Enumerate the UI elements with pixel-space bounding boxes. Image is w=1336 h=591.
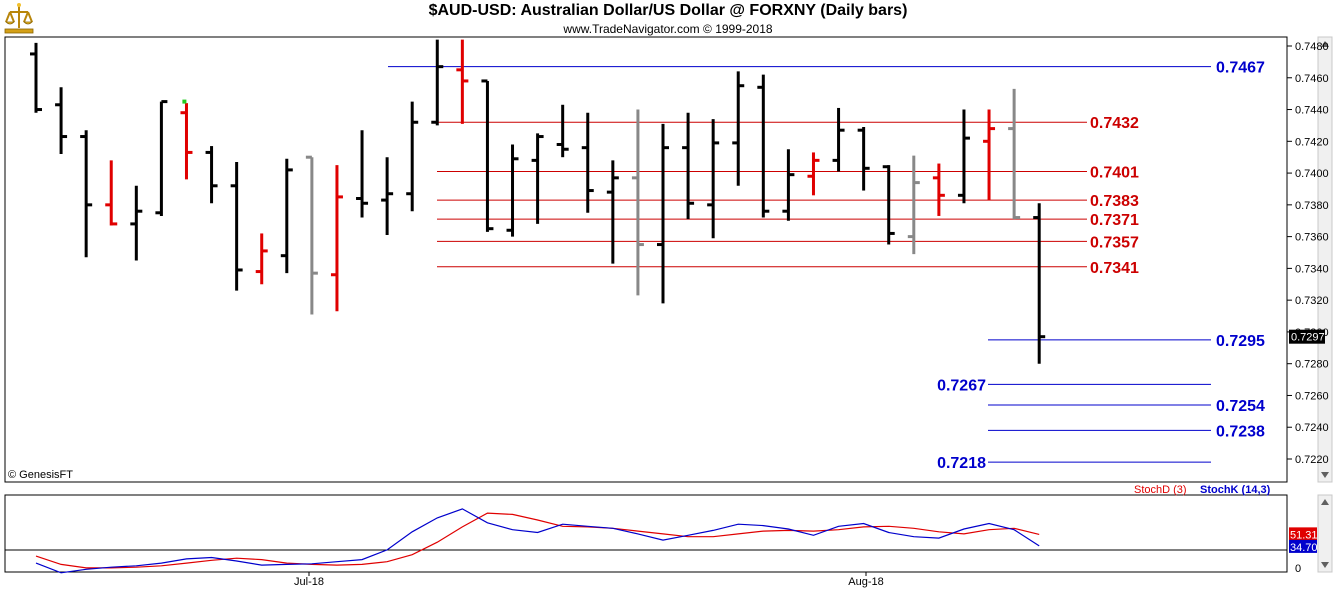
ohlc-bar bbox=[907, 155, 920, 255]
trade-navigator-logo-icon bbox=[4, 2, 34, 34]
chart-subtitle: www.TradeNavigator.com © 1999-2018 bbox=[563, 22, 773, 36]
y-tick-label: 0.7260 bbox=[1295, 390, 1329, 402]
ohlc-bar bbox=[230, 161, 243, 291]
ohlc-bar bbox=[932, 163, 945, 216]
ohlc-bar bbox=[155, 100, 168, 216]
ohlc-bar bbox=[757, 74, 770, 218]
price-scrollbar[interactable] bbox=[1317, 36, 1333, 483]
ohlc-bar bbox=[606, 160, 619, 264]
ohlc-bar bbox=[556, 104, 569, 158]
y-tick-label: 0.7220 bbox=[1295, 454, 1329, 466]
ohlc-bar bbox=[506, 144, 519, 237]
y-tick-label: 0.7280 bbox=[1295, 359, 1329, 371]
level-label-0.7295: 0.7295 bbox=[1216, 333, 1265, 350]
ohlc-bar bbox=[406, 101, 419, 212]
stoch-scroll-up-icon[interactable] bbox=[1321, 499, 1329, 505]
level-label-0.7254: 0.7254 bbox=[1216, 398, 1265, 415]
stoch-k-value: 34.70 bbox=[1290, 542, 1318, 554]
ohlc-bar bbox=[55, 87, 68, 155]
stoch-y-tick: 0 bbox=[1295, 563, 1301, 575]
stoch-scroll-down-icon[interactable] bbox=[1321, 562, 1329, 568]
last-price-box bbox=[1289, 329, 1325, 344]
level-label-0.7341: 0.7341 bbox=[1090, 260, 1139, 277]
ohlc-bar bbox=[732, 71, 745, 186]
ohlc-bar bbox=[1033, 203, 1046, 364]
ohlc-bar bbox=[431, 39, 444, 126]
ohlc-bar bbox=[456, 39, 469, 124]
level-label-0.7401: 0.7401 bbox=[1090, 164, 1139, 181]
y-tick-label: 0.7240 bbox=[1295, 422, 1329, 434]
x-tick-label: Aug-18 bbox=[848, 576, 883, 588]
y-tick-label: 0.7400 bbox=[1295, 168, 1329, 180]
ohlc-bar bbox=[255, 233, 268, 285]
level-label-0.7383: 0.7383 bbox=[1090, 193, 1139, 210]
ohlc-bar bbox=[631, 109, 644, 296]
ohlc-bar bbox=[105, 160, 118, 226]
ohlc-bar bbox=[983, 109, 996, 201]
ohlc-bar bbox=[330, 165, 343, 312]
ohlc-bar bbox=[581, 112, 594, 213]
y-tick-label: 0.7360 bbox=[1295, 232, 1329, 244]
legend-stoch-k: StochK (14,3) bbox=[1200, 484, 1271, 496]
ohlc-bar bbox=[280, 158, 293, 274]
stoch-d-value: 51.31 bbox=[1290, 529, 1318, 541]
ohlc-bar bbox=[707, 119, 720, 239]
ohlc-bar bbox=[381, 157, 394, 236]
ohlc-bar bbox=[832, 107, 845, 172]
copyright-label: © GenesisFT bbox=[8, 469, 73, 481]
ohlc-bar bbox=[481, 79, 494, 232]
y-tick-label: 0.7460 bbox=[1295, 73, 1329, 85]
y-tick-label: 0.7320 bbox=[1295, 295, 1329, 307]
stoch-k-value-box bbox=[1289, 539, 1317, 553]
ohlc-bar bbox=[682, 112, 695, 220]
ohlc-bar bbox=[857, 127, 870, 191]
level-label-0.7357: 0.7357 bbox=[1090, 234, 1139, 251]
level-label-0.7432: 0.7432 bbox=[1090, 115, 1139, 132]
stoch-line-d bbox=[35, 512, 1040, 569]
scroll-down-icon[interactable] bbox=[1321, 472, 1329, 478]
y-tick-label: 0.7380 bbox=[1295, 200, 1329, 212]
y-tick-label: 0.7340 bbox=[1295, 263, 1329, 275]
ohlc-bar bbox=[205, 146, 218, 204]
y-tick-label: 0.7420 bbox=[1295, 136, 1329, 148]
y-tick-label: 0.7440 bbox=[1295, 105, 1329, 117]
stoch-line-k bbox=[35, 508, 1040, 574]
ohlc-bar bbox=[180, 103, 193, 180]
ohlc-bar bbox=[1008, 88, 1021, 220]
x-tick-label: Jul-18 bbox=[294, 576, 324, 588]
ohlc-bar bbox=[782, 149, 795, 221]
high-marker bbox=[182, 99, 187, 104]
stoch-d-value-box bbox=[1289, 527, 1317, 541]
ohlc-bar bbox=[807, 152, 820, 196]
ohlc-bar bbox=[882, 165, 895, 245]
level-label-0.7371: 0.7371 bbox=[1090, 212, 1139, 229]
last-price-label: 0.7297 bbox=[1291, 332, 1325, 344]
level-label-0.7467: 0.7467 bbox=[1216, 60, 1265, 77]
stoch-scrollbar[interactable] bbox=[1317, 494, 1333, 573]
ohlc-bar bbox=[130, 185, 143, 261]
ohlc-bar bbox=[957, 109, 970, 204]
ohlc-bar bbox=[356, 130, 369, 218]
ohlc-bar bbox=[80, 130, 93, 258]
scroll-up-icon[interactable] bbox=[1321, 41, 1329, 47]
legend-stoch-d: StochD (3) bbox=[1134, 484, 1187, 496]
ohlc-bar bbox=[305, 155, 318, 315]
ohlc-bar bbox=[30, 42, 42, 113]
y-tick-label: 0.7480 bbox=[1295, 41, 1329, 53]
level-label-0.7218: 0.7218 bbox=[937, 455, 986, 472]
level-label-0.7238: 0.7238 bbox=[1216, 423, 1265, 440]
stoch-panel-frame bbox=[4, 494, 1288, 573]
ohlc-bar bbox=[531, 133, 544, 224]
level-label-0.7267: 0.7267 bbox=[937, 377, 986, 394]
ohlc-bar bbox=[657, 123, 669, 304]
chart-title: $AUD-USD: Australian Dollar/US Dollar @ … bbox=[428, 2, 908, 19]
